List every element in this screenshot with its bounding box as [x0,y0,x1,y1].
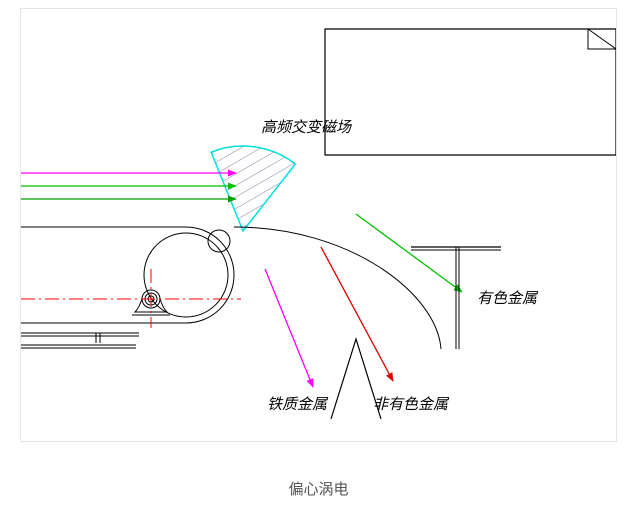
label-field: 高频交变磁场 [261,119,353,136]
arrow-out-noncolored [321,247,393,381]
field-wedge [211,146,295,231]
trajectory-curve [234,227,441,349]
diagram-svg: 高频交变磁场铁质金属 非有色金属 有色金属 [21,9,616,441]
bin-outline [325,29,616,155]
label-nonferrous: 有色金属 [477,290,539,307]
label-ferrous: 铁质金属 [267,396,329,413]
canvas: 高频交变磁场铁质金属 非有色金属 有色金属 偏心涡电 [0,0,637,508]
arrow-out-nonferrous [356,214,462,292]
figure-border: 高频交变磁场铁质金属 非有色金属 有色金属 [20,8,617,442]
caption: 偏心涡电 [0,478,637,499]
arrow-out-ferrous [265,269,313,387]
label-nonColored: 非有色金属 [373,396,450,413]
